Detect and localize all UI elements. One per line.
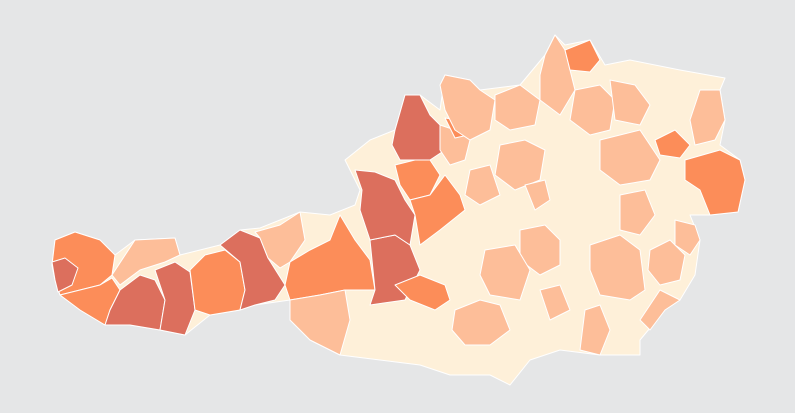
district-region[interactable] — [451, 299, 511, 346]
district-region[interactable] — [654, 129, 691, 159]
district-region[interactable] — [569, 84, 616, 136]
district-region[interactable] — [539, 284, 571, 321]
district-region[interactable] — [154, 261, 196, 336]
district-region[interactable] — [564, 39, 601, 73]
district-region[interactable] — [464, 164, 501, 206]
districts-layer — [51, 34, 746, 386]
district-region[interactable] — [409, 174, 466, 246]
district-region[interactable] — [674, 219, 701, 256]
district-region[interactable] — [394, 274, 451, 311]
district-region[interactable] — [289, 289, 351, 356]
district-region[interactable] — [589, 234, 646, 301]
district-region[interactable] — [639, 289, 681, 331]
district-region[interactable] — [354, 169, 416, 246]
district-region[interactable] — [51, 257, 79, 293]
district-region[interactable] — [111, 237, 181, 286]
district-region[interactable] — [479, 244, 531, 301]
district-region[interactable] — [394, 159, 441, 201]
district-region[interactable] — [599, 129, 661, 186]
district-region[interactable] — [494, 84, 541, 131]
district-region[interactable] — [609, 79, 651, 126]
district-region[interactable] — [619, 189, 656, 236]
district-region[interactable] — [219, 229, 286, 311]
district-region[interactable] — [104, 274, 166, 331]
district-region[interactable] — [684, 149, 746, 216]
district-region[interactable] — [647, 239, 686, 286]
district-region[interactable] — [439, 74, 496, 141]
district-region[interactable] — [524, 179, 551, 211]
district-region[interactable] — [494, 139, 546, 191]
district-region[interactable] — [689, 89, 726, 146]
district-region[interactable] — [579, 304, 611, 356]
